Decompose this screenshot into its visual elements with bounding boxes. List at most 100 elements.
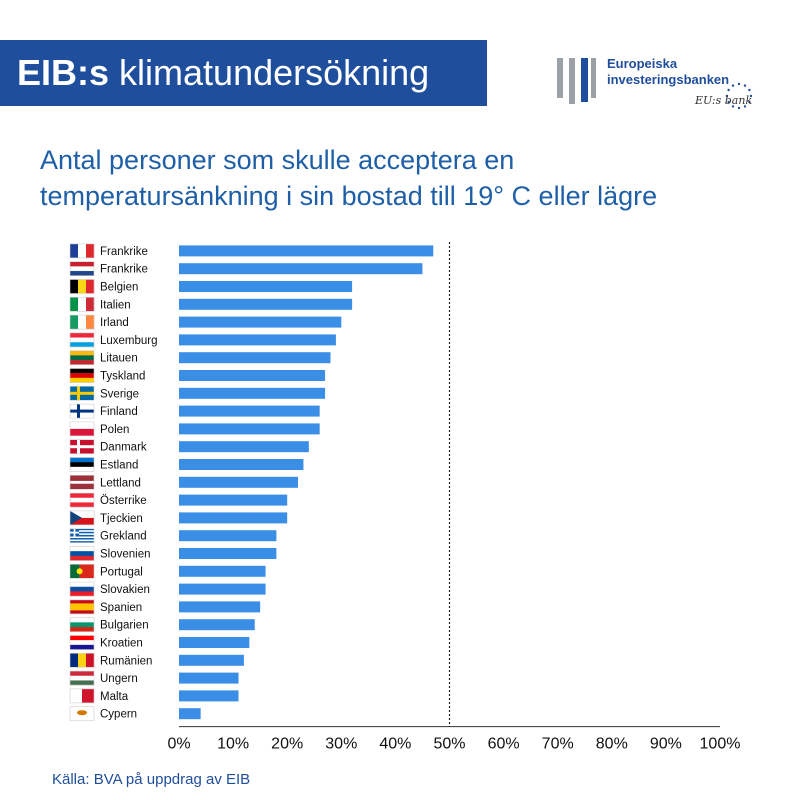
country-label: Italien — [100, 299, 131, 311]
bar — [179, 441, 309, 453]
flag-latvia-icon — [69, 475, 95, 490]
bar — [179, 352, 331, 364]
chart-heading: Antal personer som skulle acceptera en t… — [40, 145, 658, 211]
flag-austria-icon — [69, 492, 95, 508]
bar — [179, 263, 423, 275]
flag-poland-icon — [69, 421, 95, 437]
bar — [179, 672, 239, 684]
country-label: Grekland — [100, 531, 147, 543]
eu-star — [737, 82, 741, 86]
eib-logo: Europeiska investeringsbanken EU:s bank — [555, 56, 775, 112]
x-tick-label: 30% — [325, 736, 357, 753]
country-label: Luxemburg — [100, 335, 158, 347]
flag-portugal-icon — [69, 563, 95, 579]
bar — [179, 637, 250, 648]
bar — [179, 690, 239, 702]
flag-lithuania-icon — [69, 350, 95, 365]
country-label: Slovakien — [100, 584, 150, 596]
country-label: Estland — [100, 460, 138, 472]
bar — [179, 459, 304, 470]
bar — [179, 548, 277, 559]
flag-estonia-icon — [69, 457, 95, 472]
flag-finland-icon — [69, 403, 95, 419]
x-tick-label: 100% — [700, 736, 741, 753]
source-note: Källa: BVA på uppdrag av EIB — [52, 771, 251, 788]
country-label: Sverige — [100, 388, 139, 400]
x-tick-label: 40% — [379, 736, 411, 753]
eu-stars-icon — [725, 82, 753, 110]
bar — [179, 316, 342, 328]
flag-cyprus-icon — [69, 706, 95, 722]
country-label: Kroatien — [100, 638, 143, 650]
country-label: Litauen — [100, 353, 138, 365]
eu-star — [731, 84, 735, 87]
x-tick-label: 90% — [650, 736, 682, 753]
eu-star — [749, 94, 753, 98]
country-label: Malta — [100, 691, 129, 703]
flag-netherlands-icon — [69, 261, 95, 277]
flag-germany-icon — [69, 368, 95, 383]
country-label: Lettland — [100, 477, 141, 489]
country-label: Rumänien — [100, 655, 152, 667]
eu-star — [748, 88, 751, 92]
country-label: Cypern — [100, 709, 137, 721]
flag-ireland-icon — [69, 314, 95, 330]
eu-star — [743, 105, 747, 108]
country-label: Danmark — [100, 442, 147, 454]
bar — [179, 708, 201, 720]
flag-hungary-icon — [69, 670, 95, 686]
flag-france-icon — [69, 243, 95, 259]
country-label: Irland — [100, 317, 129, 329]
country-label: Bulgarien — [100, 620, 149, 632]
country-label: Finland — [100, 406, 138, 418]
eib-logo-icon — [557, 58, 596, 104]
bar — [179, 245, 434, 257]
country-label: Polen — [100, 424, 129, 436]
x-tick-label: 10% — [217, 736, 249, 753]
bar — [179, 601, 261, 613]
x-tick-label: 60% — [488, 736, 520, 753]
flag-sweden-icon — [69, 386, 95, 401]
bar — [179, 494, 288, 506]
bar — [179, 334, 336, 346]
flag-croatia-icon — [69, 635, 95, 650]
flag-greece-icon — [69, 528, 95, 544]
x-tick-label: 20% — [271, 736, 303, 753]
eu-star — [737, 106, 741, 110]
flag-czechia-icon — [69, 510, 95, 526]
country-label: Spanien — [100, 602, 142, 614]
bar — [179, 405, 320, 417]
bar — [179, 476, 299, 488]
country-label: Österrike — [100, 495, 147, 507]
flag-bulgaria-icon — [69, 617, 95, 633]
country-label: Tjeckien — [100, 513, 143, 525]
bar — [179, 654, 244, 666]
x-tick-label: 50% — [433, 736, 465, 753]
bar — [179, 583, 266, 595]
flag-romania-icon — [69, 652, 95, 668]
x-tick-label: 80% — [596, 736, 628, 753]
flag-spain-icon — [69, 599, 95, 615]
flag-belgium-icon — [69, 279, 95, 294]
logo-signature: EU:s bank — [695, 94, 753, 107]
bar — [179, 565, 266, 577]
eu-star — [727, 88, 730, 92]
flag-malta-icon — [69, 688, 95, 704]
bar — [179, 619, 255, 631]
flag-slovenia-icon — [69, 546, 95, 561]
flag-denmark-icon — [69, 439, 95, 454]
bar — [179, 387, 326, 399]
bar — [179, 512, 288, 524]
country-label: Tyskland — [100, 371, 145, 383]
eu-star — [731, 105, 735, 108]
x-tick-label: 0% — [167, 736, 190, 753]
title-banner: EIB:s klimatundersökning — [0, 40, 487, 106]
country-label: Ungern — [100, 673, 138, 685]
flag-slovakia-icon — [69, 581, 95, 597]
logo-name: Europeiska investeringsbanken — [607, 56, 730, 87]
flag-luxembourg-icon — [69, 332, 95, 348]
bar-chart: Frankrike Frankrike Belgien Italien Irland Lu… — [69, 242, 741, 753]
country-label: Frankrike — [100, 246, 148, 258]
eu-star — [748, 100, 751, 104]
bar — [179, 370, 326, 381]
